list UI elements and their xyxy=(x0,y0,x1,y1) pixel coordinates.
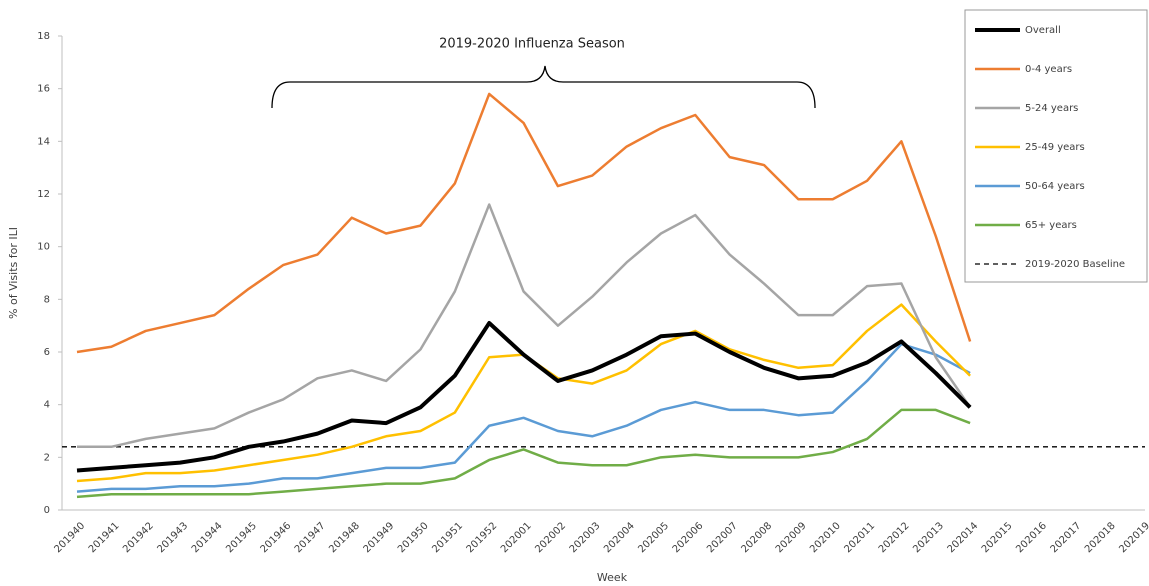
x-tick-label: 201945 xyxy=(224,520,259,555)
x-tick-label: 202001 xyxy=(499,520,534,555)
x-tick-label: 201952 xyxy=(465,520,500,555)
x-tick-label: 202014 xyxy=(946,520,981,555)
x-tick-label: 201947 xyxy=(293,520,328,555)
x-tick-label: 202017 xyxy=(1049,520,1084,555)
x-tick-label: 202019 xyxy=(1117,520,1149,555)
y-tick-label: 2 xyxy=(44,452,50,463)
x-tick-label: 202008 xyxy=(739,520,774,555)
x-tick-label: 202007 xyxy=(705,520,740,555)
x-tick-label: 201950 xyxy=(396,520,431,555)
x-tick-label: 202009 xyxy=(774,520,809,555)
x-tick-label: 202006 xyxy=(671,520,706,555)
x-axis-label: Week xyxy=(597,571,628,584)
x-tick-label: 201951 xyxy=(430,520,465,555)
x-tick-label: 201946 xyxy=(259,520,294,555)
x-tick-label: 201948 xyxy=(327,520,362,555)
y-axis-label: % of Visits for ILI xyxy=(7,227,20,319)
y-tick-label: 12 xyxy=(37,189,50,200)
x-tick-label: 201942 xyxy=(121,520,156,555)
x-tick-label: 201940 xyxy=(52,520,87,555)
y-tick-label: 16 xyxy=(37,84,50,95)
legend-label: 25-49 years xyxy=(1025,142,1085,153)
y-tick-label: 18 xyxy=(37,31,50,42)
series-line xyxy=(76,342,971,493)
legend-label: 0-4 years xyxy=(1025,64,1072,75)
y-tick-label: 8 xyxy=(44,294,50,305)
y-tick-label: 0 xyxy=(44,505,50,516)
x-tick-label: 202002 xyxy=(533,520,568,555)
x-tick-label: 202015 xyxy=(980,520,1015,555)
x-tick-label: 202013 xyxy=(911,520,946,555)
series-line xyxy=(76,303,971,483)
y-tick-label: 4 xyxy=(44,400,50,411)
y-tick-label: 14 xyxy=(37,136,50,147)
x-tick-label: 202004 xyxy=(602,520,637,555)
y-tick-label: 6 xyxy=(44,347,50,358)
x-tick-label: 202018 xyxy=(1083,520,1118,555)
season-bracket xyxy=(271,65,816,109)
x-tick-label: 202005 xyxy=(636,520,671,555)
legend-label: 50-64 years xyxy=(1025,181,1085,192)
x-tick-label: 201949 xyxy=(362,520,397,555)
x-tick-label: 201943 xyxy=(156,520,191,555)
x-tick-label: 202010 xyxy=(808,520,843,555)
series-line xyxy=(76,321,972,473)
y-tick-label: 10 xyxy=(37,242,50,253)
legend-label: 5-24 years xyxy=(1025,103,1078,114)
legend-label: 2019-2020 Baseline xyxy=(1025,259,1125,270)
x-tick-label: 202003 xyxy=(568,520,603,555)
x-tick-label: 202011 xyxy=(843,520,878,555)
series-line xyxy=(76,92,972,354)
x-tick-label: 202016 xyxy=(1014,520,1049,555)
legend-label: 65+ years xyxy=(1025,220,1077,231)
x-tick-label: 201941 xyxy=(87,520,122,555)
series-line xyxy=(76,408,971,499)
series-line xyxy=(77,203,972,449)
annotation: 2019-2020 Influenza Season xyxy=(439,37,625,52)
x-tick-label: 202012 xyxy=(877,520,912,555)
legend-label: Overall xyxy=(1025,25,1061,36)
x-tick-label: 201944 xyxy=(190,520,225,555)
